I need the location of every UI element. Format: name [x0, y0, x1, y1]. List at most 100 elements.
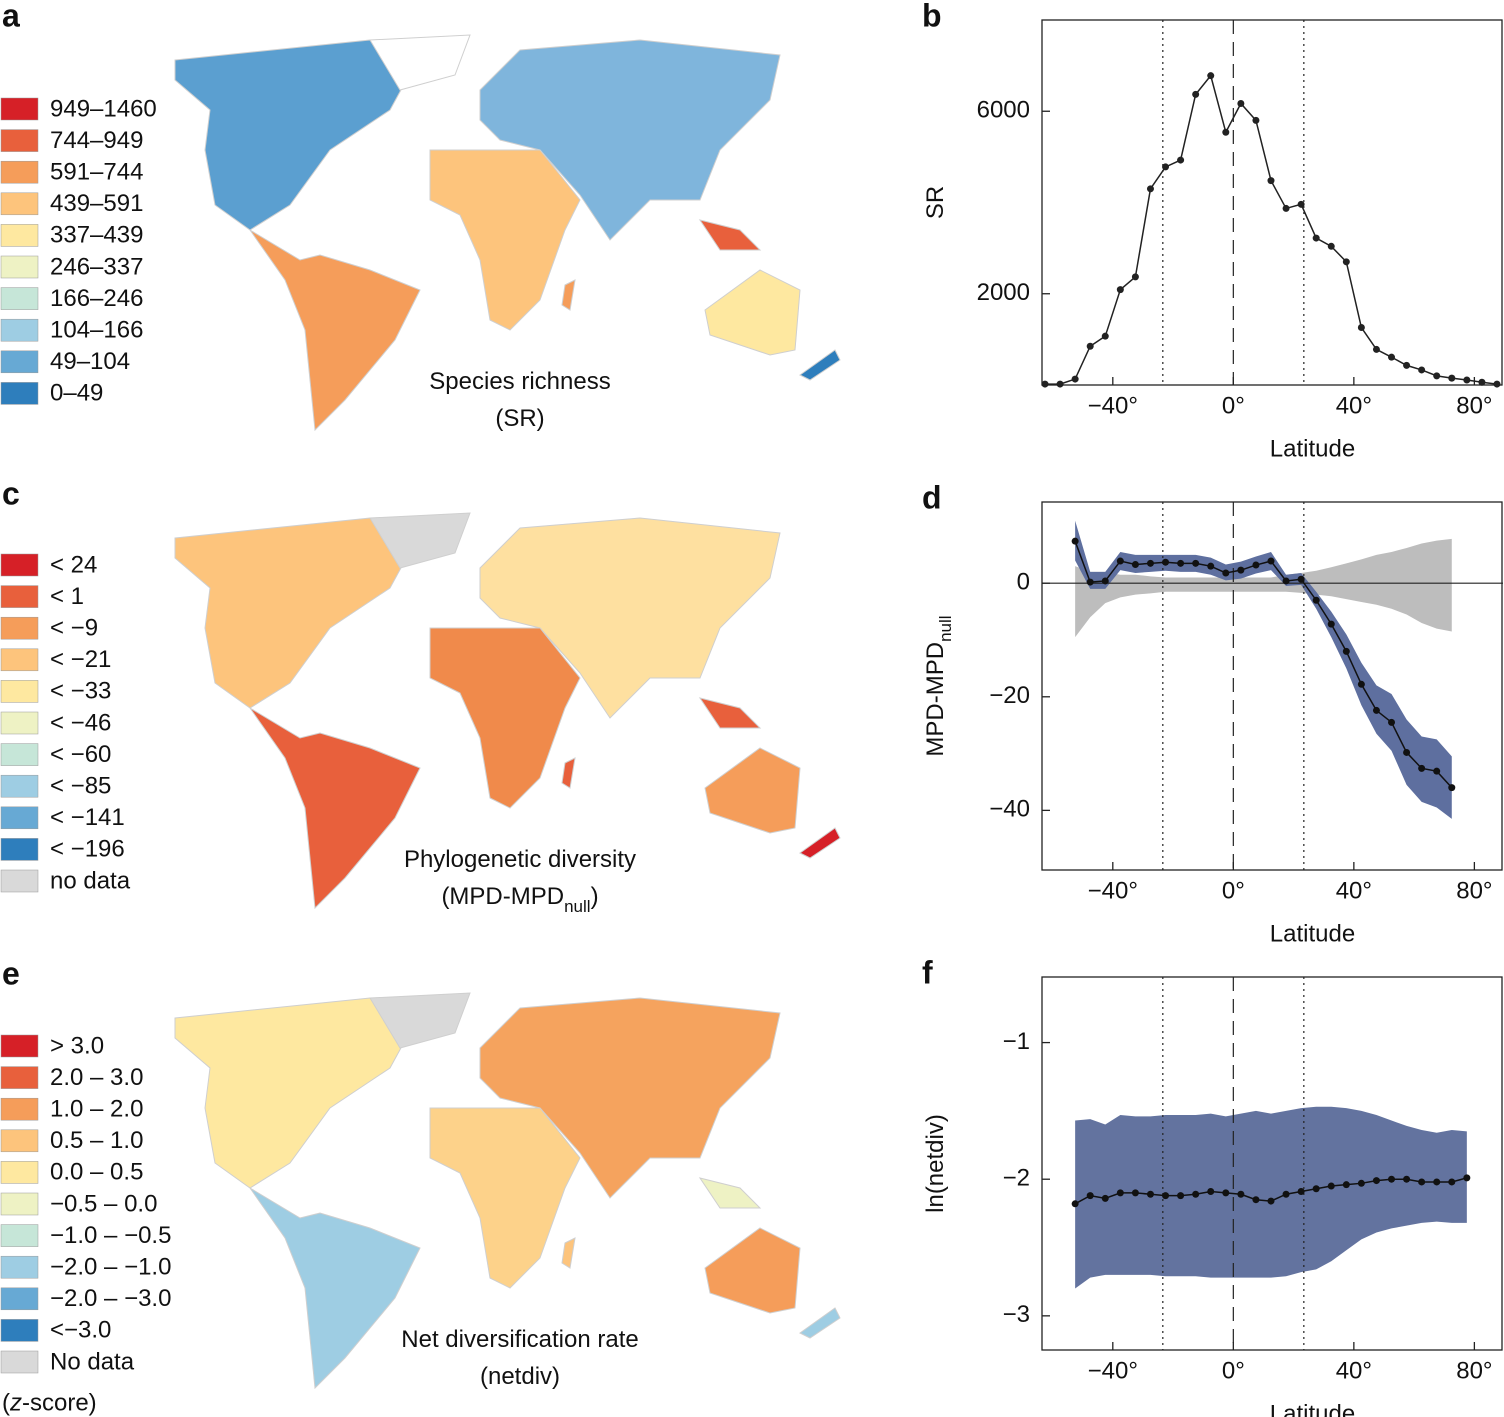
legend-swatch — [0, 1161, 39, 1184]
panel-letter: c — [2, 475, 20, 511]
data-point — [1116, 286, 1124, 294]
data-point — [1297, 1188, 1305, 1196]
data-point — [1116, 557, 1124, 565]
legend-swatch — [0, 806, 39, 830]
y-tick-label: 0 — [1017, 569, 1030, 596]
text-part: -score) — [22, 1390, 97, 1417]
data-point — [1207, 562, 1215, 570]
legend-label: 0–49 — [50, 380, 103, 407]
data-point — [1493, 380, 1501, 388]
legend-label: −1.0 – −0.5 — [50, 1222, 171, 1249]
data-point — [1041, 380, 1049, 388]
data-point — [1463, 1174, 1471, 1182]
legend-label: 949–1460 — [50, 95, 157, 122]
legend-swatch — [0, 129, 39, 152]
legend-label: 166–246 — [50, 285, 143, 312]
data-point — [1312, 1185, 1320, 1193]
legend-label: < −141 — [50, 804, 125, 831]
y-tick-label: −3 — [1003, 1301, 1030, 1328]
map-region — [698, 697, 762, 729]
panel-letter: b — [922, 0, 942, 33]
x-axis-label: Latitude — [1270, 1400, 1355, 1417]
x-tick-label: 0° — [1222, 392, 1245, 419]
world-map — [174, 512, 841, 910]
map-region — [799, 827, 841, 859]
data-point — [1177, 156, 1185, 164]
legend-swatch — [0, 224, 39, 247]
map-caption: (netdiv) — [480, 1363, 560, 1390]
data-point — [1162, 1192, 1170, 1200]
y-tick-label: 2000 — [977, 279, 1030, 306]
legend-swatch — [0, 1192, 39, 1216]
data-point — [1327, 620, 1335, 628]
data-point — [1282, 204, 1290, 212]
data-point — [1146, 185, 1154, 193]
text-part: (netdiv) — [480, 1363, 560, 1390]
map-region — [479, 39, 781, 241]
data-point — [1463, 376, 1471, 384]
text-part: Net diversification rate — [401, 1326, 638, 1353]
legend-label: 439–591 — [50, 190, 143, 217]
data-point — [1433, 372, 1441, 380]
axes-frame — [1041, 501, 1503, 871]
legend-label: 337–439 — [50, 222, 143, 249]
map-region — [249, 707, 421, 910]
data-point — [1342, 647, 1350, 655]
data-point — [1116, 1189, 1124, 1197]
legend-label: < −85 — [50, 773, 111, 800]
data-point — [1403, 1175, 1411, 1183]
x-tick-label: 40° — [1336, 392, 1372, 419]
text-part: ln(netdiv) — [922, 1114, 949, 1213]
axes-frame — [1041, 976, 1503, 1351]
data-point — [1357, 680, 1365, 688]
text-part: (SR) — [495, 405, 544, 432]
data-point — [1342, 258, 1350, 266]
map-region — [799, 1307, 841, 1339]
map-caption: Net diversification rate — [401, 1326, 638, 1353]
text-part: SR — [922, 186, 949, 219]
x-tick-label: 0° — [1222, 1357, 1245, 1384]
legend-swatch — [0, 1350, 39, 1374]
legend-swatch — [0, 680, 39, 703]
map-caption: (SR) — [495, 405, 544, 432]
data-point — [1372, 1177, 1380, 1185]
map-region — [174, 39, 421, 231]
data-point — [1403, 361, 1411, 369]
legend-swatch — [0, 160, 39, 184]
legend-swatch — [0, 1097, 39, 1121]
data-point — [1388, 353, 1396, 361]
legend-swatch — [0, 350, 39, 374]
data-point — [1327, 1182, 1335, 1190]
data-point — [1162, 558, 1170, 566]
legend-label: < −9 — [50, 615, 98, 642]
data-point — [1071, 537, 1079, 545]
world-map — [174, 34, 841, 432]
x-tick-label: −40° — [1088, 1357, 1138, 1384]
map-region — [704, 269, 801, 356]
legend-swatch — [0, 553, 39, 577]
data-point — [1418, 764, 1426, 772]
text-part: ) — [591, 883, 599, 910]
data-point — [1388, 1175, 1396, 1183]
map-region — [479, 517, 781, 719]
map-region — [561, 1237, 576, 1269]
band — [1075, 538, 1452, 638]
series-line — [1045, 74, 1498, 385]
data-point — [1177, 1192, 1185, 1200]
data-point — [1297, 200, 1305, 208]
data-point — [1131, 560, 1139, 568]
y-axis-label: MPD-MPDnull — [922, 615, 955, 756]
legend-label: 246–337 — [50, 253, 143, 280]
data-point — [1237, 1190, 1245, 1198]
data-point — [1237, 566, 1245, 574]
map-region — [698, 1177, 762, 1209]
data-point — [1433, 1178, 1441, 1186]
map-region — [799, 349, 841, 381]
data-point — [1101, 332, 1109, 340]
legend-label: 0.5 – 1.0 — [50, 1127, 143, 1154]
legend-label: < 1 — [50, 583, 84, 610]
data-point — [1101, 577, 1109, 585]
x-tick-label: −40° — [1088, 392, 1138, 419]
data-point — [1312, 234, 1320, 242]
